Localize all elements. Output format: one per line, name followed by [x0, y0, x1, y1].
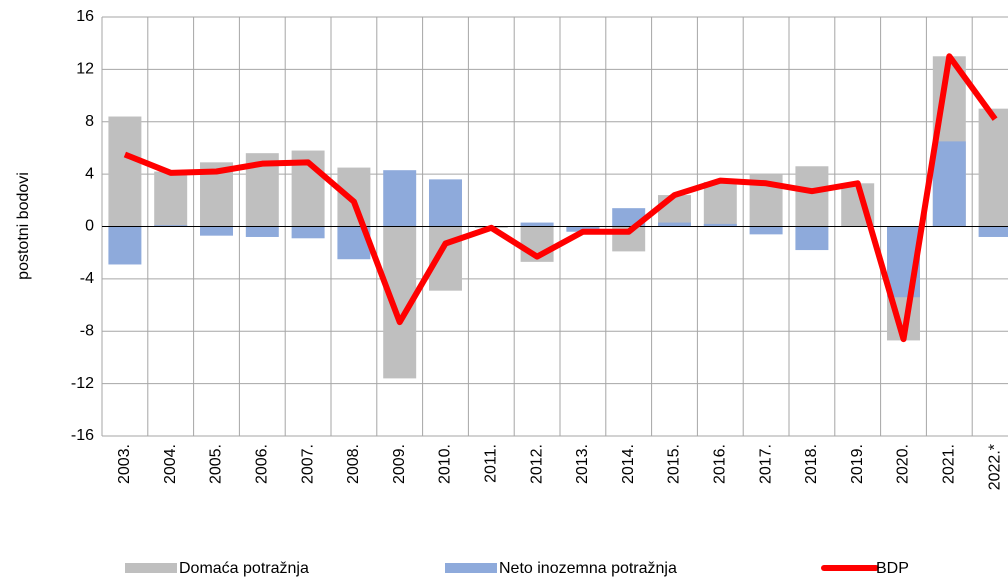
bar [383, 170, 417, 227]
bar [429, 179, 462, 227]
x-tick-label: 2007. [299, 444, 316, 484]
x-tick-label: 2008. [345, 444, 362, 484]
bar [658, 222, 691, 227]
x-tick-label: 2015. [666, 444, 683, 484]
bar [658, 195, 691, 227]
x-tick-label: 2012. [528, 444, 545, 484]
x-tick-label: 2017. [757, 444, 774, 484]
bar [520, 222, 554, 227]
bar [154, 171, 188, 227]
x-tick-label: 2018. [803, 444, 820, 484]
bar [703, 181, 737, 227]
y-tick-label: 12 [76, 61, 94, 78]
x-tick-label: 2016. [712, 444, 729, 484]
x-tick-label: 2013. [574, 444, 591, 484]
x-tick-label: 2020. [895, 444, 912, 484]
x-tick-label: 2010. [437, 444, 454, 484]
y-tick-label: 16 [76, 8, 94, 25]
x-tick-label: 2011. [483, 444, 500, 483]
x-tick-label: 2021. [941, 444, 958, 484]
bar [108, 226, 142, 265]
y-tick-label: 8 [85, 113, 94, 130]
bar [154, 225, 188, 227]
x-tick-label: 2022.* [986, 444, 1003, 490]
bar [245, 226, 279, 237]
x-tick-label: 2009. [391, 444, 408, 484]
x-tick-label: 2019. [849, 444, 866, 484]
bar [795, 226, 829, 251]
legend-label: Domaća potražnja [179, 560, 309, 577]
bar [978, 226, 1008, 237]
bar [932, 141, 966, 227]
x-tick-label: 2006. [254, 444, 271, 484]
y-tick-label: 4 [85, 165, 94, 182]
x-tick-label: 2003. [116, 444, 133, 484]
y-tick-label: -16 [71, 427, 94, 444]
bar [703, 223, 737, 227]
legend-swatch [125, 563, 177, 573]
line [123, 53, 998, 343]
bar [108, 116, 142, 227]
bar [337, 167, 371, 227]
bar [749, 226, 783, 235]
y-axis-label: postotni bodovi [15, 172, 32, 280]
legend-label: BDP [876, 560, 909, 577]
bar [200, 226, 233, 236]
bar [978, 108, 1008, 227]
y-tick-label: -8 [80, 322, 94, 339]
y-tick-label: 0 [85, 218, 94, 235]
bar [291, 226, 325, 239]
bar [795, 166, 829, 227]
y-tick-label: -12 [71, 375, 94, 392]
legend-label: Neto inozemna potražnja [499, 560, 677, 577]
x-tick-label: 2004. [162, 444, 179, 484]
x-tick-label: 2005. [208, 444, 225, 484]
x-tick-label: 2014. [620, 444, 637, 484]
legend-swatch [445, 563, 497, 573]
y-tick-label: -4 [80, 270, 94, 287]
